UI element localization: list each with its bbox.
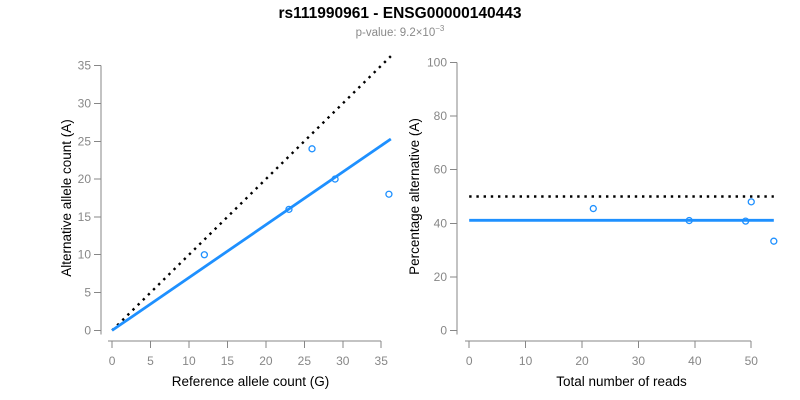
data-point [385,190,393,198]
y-tick-label: 5 [84,286,91,300]
x-tick-label: 30 [336,354,350,368]
x-tick-label: 35 [375,354,389,368]
y-tick-label: 10 [78,248,92,262]
data-point [589,204,597,213]
x-tick-label: 20 [259,354,273,368]
y-tick-label: 0 [84,323,91,337]
x-tick-label: 20 [575,354,589,368]
data-point [200,251,209,259]
x-tick-label: 15 [221,354,235,368]
data-point [685,216,693,225]
data-point [770,237,778,245]
x-tick-label: 0 [466,354,473,368]
y-tick-label: 15 [78,210,92,224]
y-axis-title: Alternative allele count (A) [59,119,74,277]
data-point [331,175,339,183]
y-tick-label: 80 [434,109,448,123]
p-value-text: p-value: 9.2×10 [355,26,436,39]
x-tick-label: 50 [745,354,759,368]
p-value-exponent: −3 [435,24,445,33]
x-tick-label: 5 [147,354,154,368]
x-axis-title: Total number of reads [556,374,687,389]
y-tick-label: 30 [78,96,92,110]
data-point [308,145,316,153]
data-point [741,217,750,225]
y-tick-label: 20 [78,172,92,186]
x-tick-label: 10 [182,354,196,368]
y-axis-title: Percentage alternative (A) [407,118,422,275]
y-tick-label: 20 [434,270,448,284]
data-point [747,198,755,206]
identity-line [111,55,392,332]
y-tick-label: 100 [427,56,447,70]
plot-title: rs111990961 - ENSG00000140443 [278,5,522,22]
x-tick-label: 30 [632,354,646,368]
x-tick-label: 25 [298,354,312,368]
x-tick-label: 10 [519,354,533,368]
y-tick-label: 35 [78,59,92,73]
p-value-subtitle: p-value: 9.2×10−3 [0,24,800,39]
x-tick-label: 40 [688,354,702,368]
data-point [285,205,293,213]
left-panel: 0 5 10 15 20 25 30 35 0 5 10 15 20 25 30 35 Reference al… [59,55,393,389]
x-axis-title: Reference allele count (G) [172,374,330,389]
y-tick-label: 40 [434,216,448,230]
y-tick-label: 0 [440,323,447,337]
y-tick-label: 60 [434,163,448,177]
y-tick-label: 25 [78,134,92,148]
fitted-ratio-line [111,137,392,332]
x-tick-label: 0 [109,354,116,368]
right-panel: 0 10 20 30 40 50 0 20 40 60 80 100 Total number of r… [407,56,778,389]
